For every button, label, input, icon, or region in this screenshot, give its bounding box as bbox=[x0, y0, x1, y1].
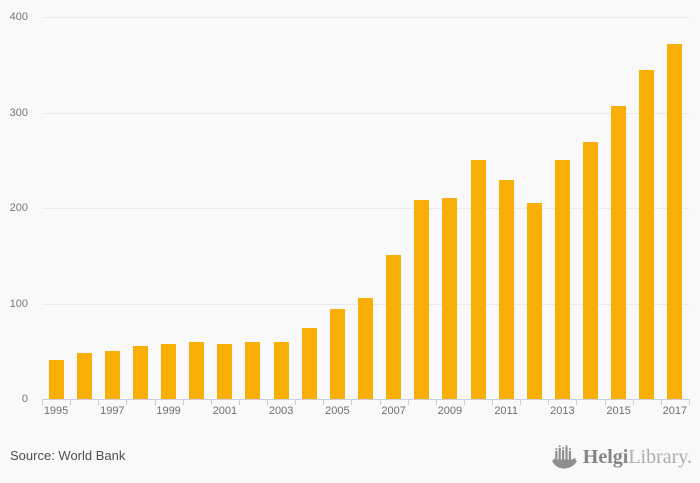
x-axis-tick bbox=[323, 400, 325, 405]
bar-2004[interactable] bbox=[301, 328, 317, 399]
x-axis-label-1997: 1997 bbox=[100, 405, 125, 417]
logo-text-helgi: Helgi bbox=[582, 446, 629, 468]
x-axis-tick bbox=[42, 400, 43, 405]
x-axis-tick bbox=[126, 400, 128, 405]
y-axis-label-300: 300 bbox=[9, 106, 28, 119]
bar-2014[interactable] bbox=[583, 142, 599, 399]
x-axis-tick bbox=[435, 400, 437, 405]
source-label: Source: World Bank bbox=[10, 448, 126, 463]
x-axis-tick bbox=[70, 400, 72, 405]
bar-1997[interactable] bbox=[104, 351, 120, 399]
x-axis-label-1999: 1999 bbox=[156, 405, 181, 417]
x-axis-label-2005: 2005 bbox=[325, 405, 350, 417]
viking-ship-icon bbox=[551, 445, 577, 469]
bar-2011[interactable] bbox=[498, 180, 514, 399]
x-axis-tick bbox=[295, 400, 297, 405]
x-axis-tick bbox=[98, 400, 100, 405]
bar-1998[interactable] bbox=[132, 346, 148, 399]
x-axis-label-2017: 2017 bbox=[662, 405, 688, 417]
bar-2005[interactable] bbox=[329, 309, 345, 399]
x-axis-tick bbox=[492, 400, 494, 405]
bar-2013[interactable] bbox=[554, 160, 570, 399]
bar-1999[interactable] bbox=[161, 343, 177, 399]
bar-2010[interactable] bbox=[470, 160, 486, 399]
x-axis-tick bbox=[238, 400, 240, 405]
x-axis-tick bbox=[267, 400, 269, 405]
x-axis-label-2013: 2013 bbox=[550, 405, 575, 417]
gridline-400 bbox=[42, 17, 689, 18]
x-axis-label-2001: 2001 bbox=[212, 405, 238, 417]
x-axis-tick bbox=[379, 400, 381, 405]
bar-2017[interactable] bbox=[667, 43, 683, 399]
x-axis-tick bbox=[351, 400, 353, 405]
bar-chart-plot-area: 0 100 200 300 400 1995 1997 1999 2001 2003 2005 200… bbox=[9, 11, 690, 417]
bar-2016[interactable] bbox=[639, 70, 655, 399]
x-axis-tick bbox=[548, 400, 550, 405]
bar-2008[interactable] bbox=[414, 200, 430, 399]
bar-2006[interactable] bbox=[358, 297, 373, 399]
y-axis-label-200: 200 bbox=[9, 202, 28, 214]
gridline-200 bbox=[42, 208, 689, 209]
x-axis-label-2003: 2003 bbox=[268, 405, 294, 417]
x-axis-tick bbox=[660, 400, 662, 405]
x-axis-tick bbox=[576, 400, 578, 405]
x-axis-label-2009: 2009 bbox=[437, 405, 463, 417]
x-axis-label-1995: 1995 bbox=[43, 405, 69, 417]
x-axis-label-2007: 2007 bbox=[381, 405, 406, 417]
x-axis-tick bbox=[604, 400, 606, 405]
bar-1996[interactable] bbox=[76, 353, 92, 399]
logo-text-library: Library. bbox=[628, 446, 692, 468]
x-axis-tick bbox=[463, 400, 465, 405]
x-axis-tick bbox=[182, 400, 184, 405]
bar-2000[interactable] bbox=[189, 341, 205, 399]
bar-2012[interactable] bbox=[526, 203, 542, 399]
bar-2002[interactable] bbox=[245, 341, 261, 399]
y-axis-label-0: 0 bbox=[21, 393, 28, 405]
x-axis-tick bbox=[632, 400, 634, 405]
x-axis-label-2015: 2015 bbox=[606, 405, 631, 417]
x-axis-tick bbox=[520, 400, 522, 405]
bar-2009[interactable] bbox=[442, 198, 458, 399]
gridline-300 bbox=[42, 112, 689, 114]
footer: Source: World Bank Helgi Library. bbox=[0, 430, 700, 483]
bar-2015[interactable] bbox=[611, 105, 627, 399]
y-axis-label-400: 400 bbox=[9, 11, 28, 23]
helgi-library-logo[interactable]: Helgi Library. bbox=[551, 440, 692, 474]
x-axis-tick bbox=[154, 400, 156, 405]
x-axis-tick bbox=[210, 400, 212, 405]
bar-2001[interactable] bbox=[217, 343, 233, 399]
bar-2007[interactable] bbox=[386, 254, 402, 399]
y-axis-label-100: 100 bbox=[9, 297, 28, 310]
x-axis-tick bbox=[407, 400, 409, 405]
x-axis-label-2011: 2011 bbox=[494, 405, 518, 417]
bar-2003[interactable] bbox=[273, 341, 289, 399]
x-axis-tick bbox=[689, 400, 690, 405]
bar-1995[interactable] bbox=[48, 359, 64, 399]
x-axis-line bbox=[42, 399, 690, 400]
